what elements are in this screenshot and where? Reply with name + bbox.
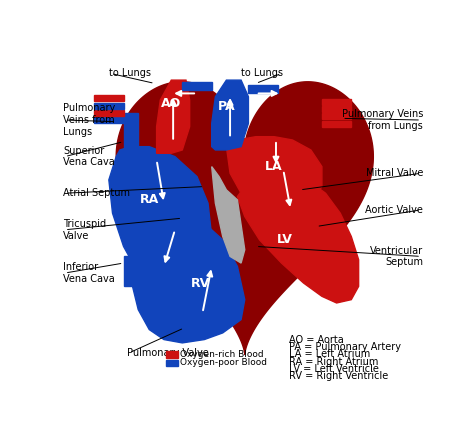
Polygon shape [322,99,351,105]
Polygon shape [322,106,351,112]
Text: Oxygen-rich Blood: Oxygen-rich Blood [181,350,264,359]
Text: Pulmonary Valve: Pulmonary Valve [127,348,209,358]
Polygon shape [212,80,248,150]
Text: Inferior
Vena Cava: Inferior Vena Cava [63,262,115,284]
Polygon shape [156,80,190,153]
Polygon shape [212,167,245,263]
Text: PA = Pulmonary Artery: PA = Pulmonary Artery [289,342,401,352]
Polygon shape [248,85,278,93]
Polygon shape [94,95,124,102]
Text: RV = Right Ventricle: RV = Right Ventricle [289,371,388,381]
Text: RA: RA [140,194,159,206]
Text: RA = Right Atrium: RA = Right Atrium [289,356,378,366]
Text: Atrial Septum: Atrial Septum [63,188,130,198]
Text: to Lungs: to Lungs [109,68,151,79]
Text: Pulmonary
Veins from
Lungs: Pulmonary Veins from Lungs [63,103,115,137]
Text: Superior
Vena Cava: Superior Vena Cava [63,146,115,168]
Text: AO = Aorta: AO = Aorta [289,334,344,345]
Bar [166,359,178,366]
Text: Pulmonary Veins
from Lungs: Pulmonary Veins from Lungs [342,109,423,131]
Text: PA: PA [218,100,235,113]
Bar [166,351,178,358]
Polygon shape [94,103,124,109]
Polygon shape [109,146,212,270]
Polygon shape [131,213,245,343]
Text: LA = Left Atrium: LA = Left Atrium [289,349,370,359]
Text: Ventricular
Septum: Ventricular Septum [370,246,423,267]
Text: LA: LA [265,160,283,173]
Polygon shape [94,110,124,116]
Polygon shape [237,173,359,303]
Text: LV = Left Ventricle: LV = Left Ventricle [289,364,379,374]
Text: Oxygen-poor Blood: Oxygen-poor Blood [181,359,267,367]
Text: RV: RV [191,276,210,289]
Text: LV: LV [277,233,293,246]
Polygon shape [322,113,351,119]
Text: Mitral Valve: Mitral Valve [365,168,423,178]
Text: Aortic Valve: Aortic Valve [365,205,423,215]
Polygon shape [94,118,124,124]
Text: to Lungs: to Lungs [241,68,283,79]
Polygon shape [116,82,374,355]
Text: AO: AO [161,97,182,110]
Polygon shape [182,82,212,90]
Polygon shape [124,257,138,286]
Polygon shape [227,137,322,213]
Polygon shape [322,121,351,127]
Text: Tricuspid
Valve: Tricuspid Valve [63,219,106,241]
Polygon shape [124,113,138,157]
